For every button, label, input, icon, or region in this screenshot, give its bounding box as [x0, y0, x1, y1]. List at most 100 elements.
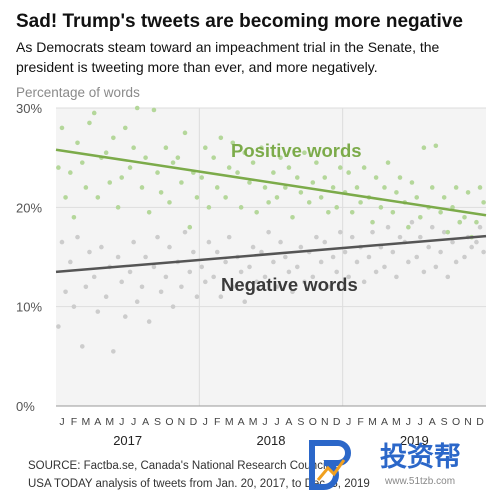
negative-point: [477, 224, 483, 230]
month-tick-label: J: [131, 416, 136, 428]
x-tick-labels: J F M A M J J A S O N D J F M A M J J A S O N D J F M A M J J A S O N D2017…: [59, 416, 484, 448]
negative-point: [382, 264, 387, 270]
positive-point: [79, 160, 85, 165]
positive-point: [63, 195, 68, 200]
positive-point: [254, 210, 259, 215]
positive-trend-line: [55, 148, 487, 217]
negative-point: [390, 249, 396, 255]
month-tick-label: J: [274, 416, 279, 428]
negative-point: [418, 234, 423, 240]
positive-point: [481, 200, 486, 205]
month-tick-label: S: [154, 416, 161, 428]
positive-point: [330, 185, 336, 190]
negative-point: [266, 229, 271, 235]
month-tick-label: N: [178, 416, 186, 428]
negative-point: [409, 219, 415, 225]
positive-point: [322, 175, 328, 180]
negative-point: [259, 249, 264, 255]
negative-series-label: Negative words: [221, 274, 358, 295]
positive-point: [457, 219, 463, 225]
negative-point: [406, 259, 411, 265]
negative-point: [334, 269, 339, 275]
positive-point: [438, 210, 443, 215]
negative-point: [122, 314, 128, 319]
month-tick-label: N: [321, 416, 329, 428]
positive-point: [131, 145, 136, 151]
year-tick-label: 2019: [400, 433, 429, 448]
month-tick-label: S: [297, 416, 304, 428]
positive-point: [218, 135, 224, 141]
negative-point: [247, 264, 252, 270]
positive-point: [235, 170, 240, 175]
positive-point: [179, 180, 184, 185]
negative-point: [469, 244, 474, 250]
positive-point: [306, 200, 312, 205]
positive-point: [259, 145, 264, 151]
negative-point: [283, 254, 288, 260]
negative-point: [346, 274, 351, 280]
month-tick-label: F: [214, 416, 220, 428]
positive-point: [477, 185, 483, 190]
positive-point: [134, 105, 140, 111]
negative-point: [211, 274, 216, 280]
positive-point: [250, 160, 256, 165]
positive-point: [358, 200, 363, 205]
positive-point: [418, 214, 423, 220]
negative-point: [318, 259, 324, 265]
negative-point: [421, 269, 427, 275]
month-tick-label: J: [203, 416, 208, 428]
positive-point: [187, 224, 193, 230]
positive-point: [262, 185, 268, 190]
negative-point: [322, 239, 328, 245]
negative-point: [271, 259, 276, 265]
month-tick-label: J: [59, 416, 64, 428]
month-tick-label: D: [476, 416, 484, 428]
negative-point: [206, 239, 212, 245]
negative-point: [115, 254, 121, 260]
month-tick-label: M: [81, 416, 90, 428]
positive-point: [167, 200, 172, 205]
positive-point: [429, 185, 435, 190]
positive-point: [91, 110, 97, 116]
negative-point: [103, 294, 109, 300]
positive-point: [450, 205, 455, 210]
negative-point: [373, 269, 379, 275]
positive-series-label: Positive words: [231, 140, 362, 161]
negative-point: [294, 264, 300, 270]
positive-point: [394, 190, 399, 195]
positive-point: [370, 219, 375, 225]
positive-point: [170, 160, 176, 165]
positive-point: [378, 205, 384, 210]
positive-point: [139, 185, 145, 190]
negative-point: [127, 269, 133, 275]
month-tick-label: J: [406, 416, 411, 428]
positive-point: [441, 195, 447, 200]
positive-point: [337, 165, 343, 170]
y-tick-labels: 0% 10% 20% 30%: [16, 101, 42, 414]
negative-point: [254, 279, 259, 285]
watermark-text: 投资帮: [380, 442, 461, 473]
positive-point: [409, 180, 415, 185]
negative-point: [445, 274, 451, 280]
negative-point: [187, 269, 193, 275]
negative-trend-line: [55, 234, 487, 274]
month-tick-label: J: [418, 416, 423, 428]
negative-point: [167, 244, 172, 250]
negative-point: [286, 269, 292, 275]
positive-point: [230, 140, 236, 146]
positive-point: [302, 150, 307, 155]
positive-point: [158, 190, 164, 195]
negative-point: [182, 229, 188, 235]
positive-point: [421, 145, 427, 151]
negative-point: [56, 324, 61, 329]
positive-point: [385, 160, 391, 165]
negative-point: [134, 299, 140, 305]
positive-point: [115, 205, 121, 210]
positive-point: [294, 175, 300, 180]
positive-point: [238, 205, 244, 210]
gridlines: [56, 107, 486, 407]
positive-point: [310, 180, 316, 185]
negative-point: [214, 249, 220, 255]
negative-point: [438, 249, 443, 255]
month-tick-label: J: [119, 416, 124, 428]
